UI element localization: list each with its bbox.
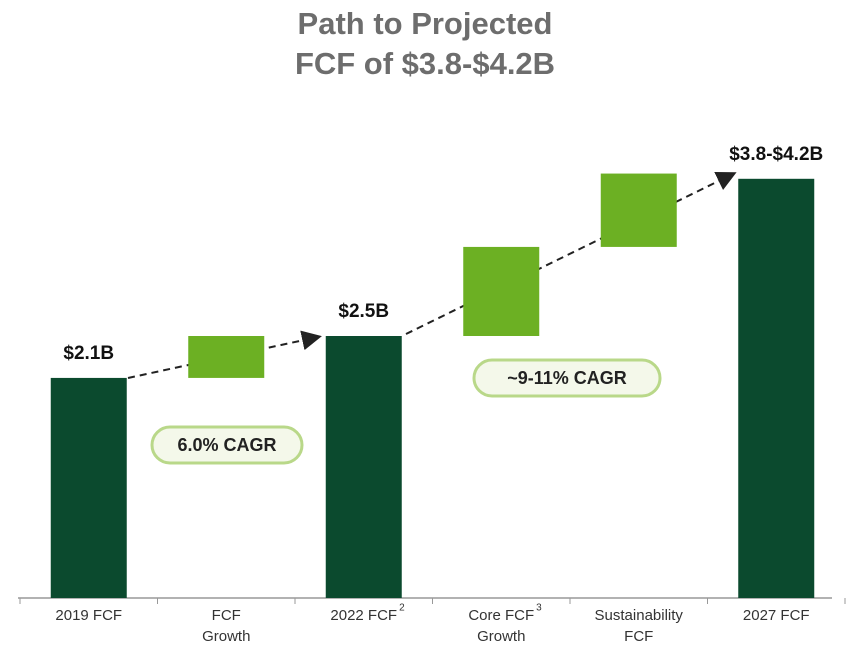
x-tick-label: 2019 FCF [55, 607, 122, 624]
x-tick-label: Sustainability [595, 607, 684, 624]
x-tick-label: 2022 FCF [330, 607, 397, 624]
bar [600, 173, 677, 247]
x-tick-label: FCF [212, 607, 241, 624]
x-tick-label: FCF [624, 628, 653, 645]
footnote-mark: 3 [536, 603, 542, 614]
value-label: $3.8-$4.2B [729, 144, 823, 165]
x-tick-label: Core FCF [468, 607, 534, 624]
bar [738, 178, 815, 599]
annotation: ~9-11% CAGR [507, 368, 627, 388]
chart-title: Path to Projected [298, 6, 553, 41]
bar [463, 246, 540, 336]
bar [325, 336, 402, 598]
trend-arrow [405, 172, 737, 335]
annotation: 6.0% CAGR [177, 435, 276, 455]
bar [188, 336, 265, 378]
value-label: $2.1B [63, 343, 114, 364]
x-tick-label: Growth [202, 628, 250, 645]
x-tick-label: 2027 FCF [743, 607, 810, 624]
annotation-pill [472, 358, 662, 398]
chart-title: FCF of $3.8-$4.2B [295, 46, 555, 81]
footnote-mark: 2 [399, 603, 405, 614]
x-tick-label: Growth [477, 628, 525, 645]
annotation-pill [150, 425, 304, 465]
value-label: $2.5B [338, 301, 389, 322]
bar [50, 377, 127, 598]
